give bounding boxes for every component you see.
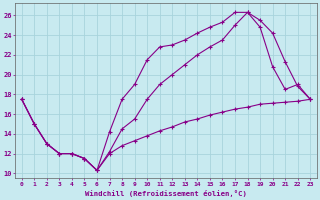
X-axis label: Windchill (Refroidissement éolien,°C): Windchill (Refroidissement éolien,°C) bbox=[85, 190, 247, 197]
